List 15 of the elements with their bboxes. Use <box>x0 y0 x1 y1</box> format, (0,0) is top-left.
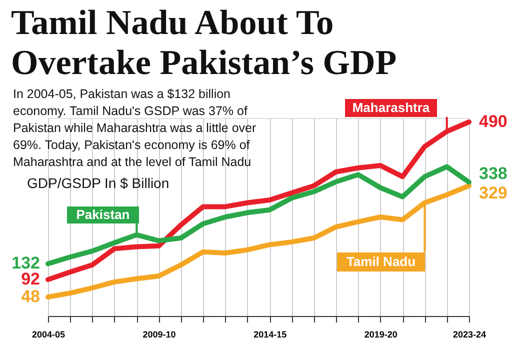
data-label: 338 <box>479 164 508 184</box>
chart-subtitle: In 2004-05, Pakistan was a $132 billion economy. Tamil Nadu's GSDP was 37% of Pakistan while Maharashtra was a little over 69%. Today, Pakistan's economy is 69% of Maharashtra and at the level of Tamil Nadu <box>13 87 256 169</box>
x-tick-label: 2019-20 <box>364 330 398 340</box>
series-label: Maharashtra <box>352 100 430 115</box>
text: Tamil Nadu <box>346 254 416 269</box>
y-axis-title: GDP/GSDP In $ Billion <box>27 175 170 191</box>
chart-title: Tamil Nadu About To Overtake Pakistan’s GDP <box>11 3 397 82</box>
x-tick-label: 2023-24 <box>452 330 486 340</box>
x-tick-label: 2014-15 <box>254 330 287 340</box>
x-tick-label: 2004-05 <box>32 330 66 340</box>
data-label: 48 <box>21 286 40 306</box>
legend-label: Pakistan <box>76 207 130 222</box>
data-label: 329 <box>479 184 508 203</box>
data-label: 490 <box>479 112 508 131</box>
x-tick-label: 2009-10 <box>142 330 176 340</box>
